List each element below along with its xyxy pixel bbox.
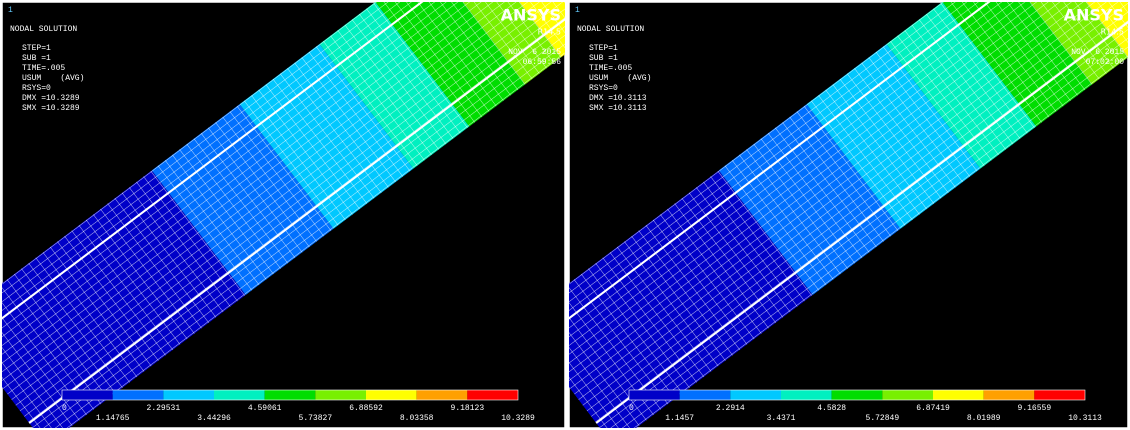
legend-band [417, 390, 468, 400]
title: NODAL SOLUTION [10, 25, 77, 34]
window-id: 1 [575, 6, 580, 15]
legend-band [113, 390, 164, 400]
date: NOV 6 2015 [1071, 48, 1124, 57]
legend-label: 9.16559 [1018, 404, 1052, 413]
legend-label: 6.87419 [916, 404, 950, 413]
legend-label: 9.18123 [451, 404, 485, 413]
legend-label: 2.2914 [716, 404, 745, 413]
info-line: USUM (AVG) [589, 74, 651, 83]
info-line: SMX =10.3289 [22, 104, 80, 113]
info-line: STEP=1 [22, 44, 51, 53]
logo: ANSYS [501, 6, 561, 25]
info-line: SUB =1 [22, 54, 51, 63]
legend-label: 8.03358 [400, 414, 434, 423]
legend-band [1034, 390, 1085, 400]
legend-band [315, 390, 366, 400]
legend-label: 2.29531 [147, 404, 181, 413]
legend-label: 8.01989 [967, 414, 1001, 423]
legend-band [984, 390, 1035, 400]
legend-label: 4.59061 [248, 404, 282, 413]
legend-label: 4.5828 [817, 404, 846, 413]
date: NOV 6 2015 [508, 48, 561, 57]
window-id: 1 [8, 6, 13, 15]
legend-band [214, 390, 265, 400]
legend-band [730, 390, 781, 400]
info-line: TIME=.005 [589, 64, 632, 73]
legend-label: 10.3113 [1068, 414, 1102, 423]
info-line: RSYS=0 [589, 84, 618, 93]
screenshot: 1NODAL SOLUTIONSTEP=1SUB =1TIME=.005USUM… [0, 0, 1130, 430]
version: R14.5 [538, 28, 561, 37]
time: 07:02:00 [1086, 58, 1125, 67]
legend-band [933, 390, 984, 400]
legend-label: 10.3289 [501, 414, 535, 423]
legend-band [680, 390, 731, 400]
legend-label: 3.44296 [197, 414, 231, 423]
legend-label: 5.73827 [299, 414, 333, 423]
info-line: TIME=.005 [22, 64, 65, 73]
legend-band [366, 390, 417, 400]
legend-band [629, 390, 680, 400]
legend-band [265, 390, 316, 400]
info-line: STEP=1 [589, 44, 618, 53]
legend-label: 3.4371 [767, 414, 796, 423]
time: 06:59:56 [523, 58, 562, 67]
version: R14.5 [1101, 28, 1124, 37]
legend-band [781, 390, 832, 400]
legend-label: 1.14765 [96, 414, 130, 423]
info-line: SUB =1 [589, 54, 618, 63]
legend-band [832, 390, 883, 400]
info-line: DMX =10.3289 [22, 94, 80, 103]
legend-label: 6.88592 [349, 404, 383, 413]
title: NODAL SOLUTION [577, 25, 644, 34]
info-line: RSYS=0 [22, 84, 51, 93]
info-line: USUM (AVG) [22, 74, 84, 83]
info-line: SMX =10.3113 [589, 104, 647, 113]
legend-label: 0 [62, 404, 67, 413]
legend-label: 0 [629, 404, 634, 413]
legend-band [467, 390, 518, 400]
legend-band [882, 390, 933, 400]
legend-band [62, 390, 113, 400]
info-line: DMX =10.3113 [589, 94, 647, 103]
legend-label: 1.1457 [665, 414, 694, 423]
legend-label: 5.72849 [866, 414, 900, 423]
legend-band [163, 390, 214, 400]
logo: ANSYS [1064, 6, 1124, 25]
